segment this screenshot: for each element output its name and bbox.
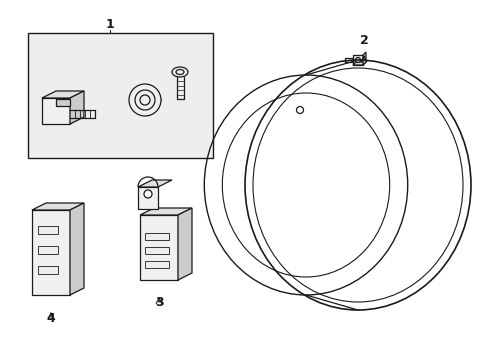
Polygon shape	[140, 208, 192, 215]
Polygon shape	[178, 208, 192, 280]
Circle shape	[296, 107, 303, 113]
Polygon shape	[352, 55, 362, 65]
Polygon shape	[38, 226, 58, 234]
Polygon shape	[70, 203, 84, 295]
Circle shape	[143, 190, 152, 198]
Polygon shape	[32, 210, 70, 295]
Circle shape	[355, 58, 360, 63]
Polygon shape	[145, 233, 169, 240]
Polygon shape	[38, 266, 58, 274]
Ellipse shape	[176, 69, 183, 75]
Polygon shape	[145, 247, 169, 254]
Text: 3: 3	[154, 297, 163, 310]
Polygon shape	[362, 52, 365, 65]
Polygon shape	[56, 99, 70, 106]
Text: 4: 4	[46, 311, 55, 324]
Ellipse shape	[140, 95, 150, 105]
Ellipse shape	[129, 84, 161, 116]
Polygon shape	[352, 62, 365, 65]
Polygon shape	[32, 203, 84, 210]
Polygon shape	[140, 215, 178, 280]
Polygon shape	[138, 180, 172, 187]
Text: 2: 2	[359, 33, 367, 46]
Text: 1: 1	[105, 18, 114, 31]
Polygon shape	[138, 187, 158, 209]
Ellipse shape	[135, 90, 155, 110]
Ellipse shape	[172, 67, 187, 77]
Polygon shape	[70, 91, 84, 124]
Bar	[28, 33, 213, 158]
Polygon shape	[145, 261, 169, 268]
Polygon shape	[38, 246, 58, 254]
Polygon shape	[42, 91, 84, 98]
Polygon shape	[42, 98, 70, 124]
